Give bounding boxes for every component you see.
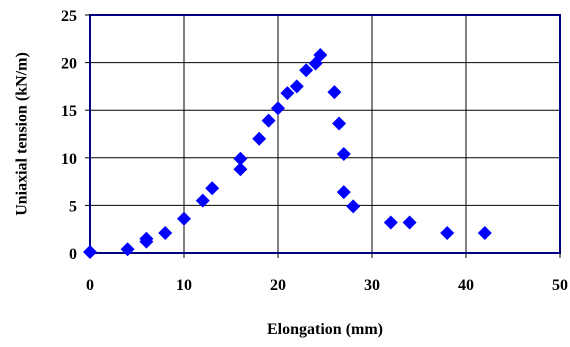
data-point	[332, 116, 347, 131]
data-point	[252, 131, 267, 146]
x-axis-title: Elongation (mm)	[267, 321, 383, 338]
x-tick-label: 30	[364, 277, 380, 294]
data-point	[440, 226, 455, 241]
y-tick-label: 0	[69, 246, 77, 263]
data-point	[177, 211, 191, 226]
data-point	[120, 242, 135, 257]
y-tick-label: 10	[61, 151, 77, 168]
data-point	[346, 199, 361, 214]
data-point	[271, 101, 285, 116]
y-axis: 0 5 10 15 20 25	[61, 8, 90, 263]
data-point	[280, 86, 295, 101]
data-point	[299, 63, 314, 78]
x-tick-label: 20	[270, 277, 286, 294]
data-point	[402, 215, 417, 230]
data-point	[233, 162, 248, 177]
data-point	[261, 113, 276, 128]
grid	[90, 15, 560, 253]
data-point	[289, 79, 304, 94]
x-tick-label: 50	[552, 277, 568, 294]
y-tick-label: 25	[61, 8, 77, 25]
data-point	[327, 85, 342, 100]
x-axis: 0 10 20 30 40 50	[86, 253, 568, 294]
data-point	[383, 215, 398, 230]
data-point	[83, 245, 97, 260]
y-tick-label: 15	[61, 103, 77, 120]
x-tick-label: 0	[86, 277, 94, 294]
x-tick-label: 10	[176, 277, 192, 294]
y-tick-label: 5	[69, 198, 77, 215]
data-series	[83, 47, 492, 260]
data-point	[158, 226, 173, 241]
x-tick-label: 40	[458, 277, 474, 294]
data-point	[477, 226, 492, 241]
data-point	[205, 181, 220, 196]
y-axis-title: Uniaxial tension (kN/m)	[14, 52, 31, 216]
data-point	[336, 185, 351, 200]
data-point	[233, 151, 248, 166]
y-tick-label: 20	[61, 56, 77, 73]
data-point	[336, 146, 351, 161]
data-point	[195, 193, 210, 208]
plot-area	[89, 14, 561, 254]
data-point	[313, 47, 328, 62]
data-point	[139, 231, 154, 246]
